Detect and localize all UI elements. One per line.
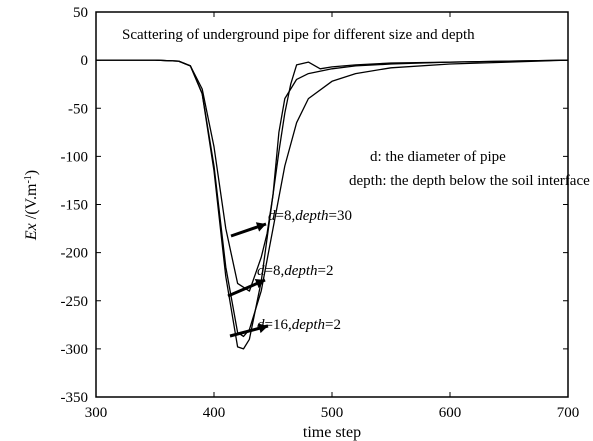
annotation-layer: d=8,depth=30 d=8,depth=2 d=16,depth=2 (227, 208, 352, 338)
note-diameter: d: the diameter of pipe (370, 149, 506, 165)
x-tick-label: 700 (557, 405, 580, 421)
y-axis-label-close: ) (23, 170, 40, 175)
x-tick-label: 600 (439, 405, 462, 421)
y-tick-label: -100 (61, 149, 89, 165)
plot-frame (95, 11, 569, 398)
series-label-2: d=8,depth=2 (257, 263, 334, 279)
y-tick-label: -350 (61, 390, 89, 406)
series-line-1 (96, 59, 569, 292)
y-axis-label: Ex /(V.m-1) (23, 170, 41, 241)
x-axis-ticks: 300 400 500 600 700 (85, 12, 580, 421)
chart-title: Scattering of underground pipe for diffe… (122, 27, 475, 43)
y-tick-label: -150 (61, 198, 89, 214)
x-tick-label: 400 (203, 405, 226, 421)
series-label-1: d=8,depth=30 (268, 208, 352, 224)
series-label-3: d=16,depth=2 (257, 317, 341, 333)
y-tick-label: -250 (61, 294, 89, 310)
y-axis-ticks: 50 0 -50 -100 -150 -200 -250 -300 -350 (61, 5, 568, 406)
note-depth: depth: the depth below the soil interfac… (349, 173, 590, 189)
y-tick-label: 0 (81, 53, 89, 69)
y-tick-label: -50 (68, 101, 88, 117)
series-line-2 (96, 59, 569, 338)
y-axis-label-main: Ex (23, 223, 40, 241)
y-tick-label: -300 (61, 342, 89, 358)
series-line-3 (96, 59, 569, 350)
y-tick-label: 50 (73, 5, 88, 21)
y-axis-label-unit: /(V.m (23, 183, 40, 223)
y-axis-label-sup: -1 (23, 175, 34, 183)
series-layer (96, 59, 569, 350)
series-arrowhead-3 (258, 323, 268, 334)
x-tick-label: 500 (321, 405, 344, 421)
series-arrowhead-1 (255, 222, 266, 232)
y-tick-label: -200 (61, 246, 89, 262)
x-axis-label: time step (303, 424, 361, 441)
series-arrowhead-2 (254, 278, 265, 289)
x-tick-label: 300 (85, 405, 108, 421)
